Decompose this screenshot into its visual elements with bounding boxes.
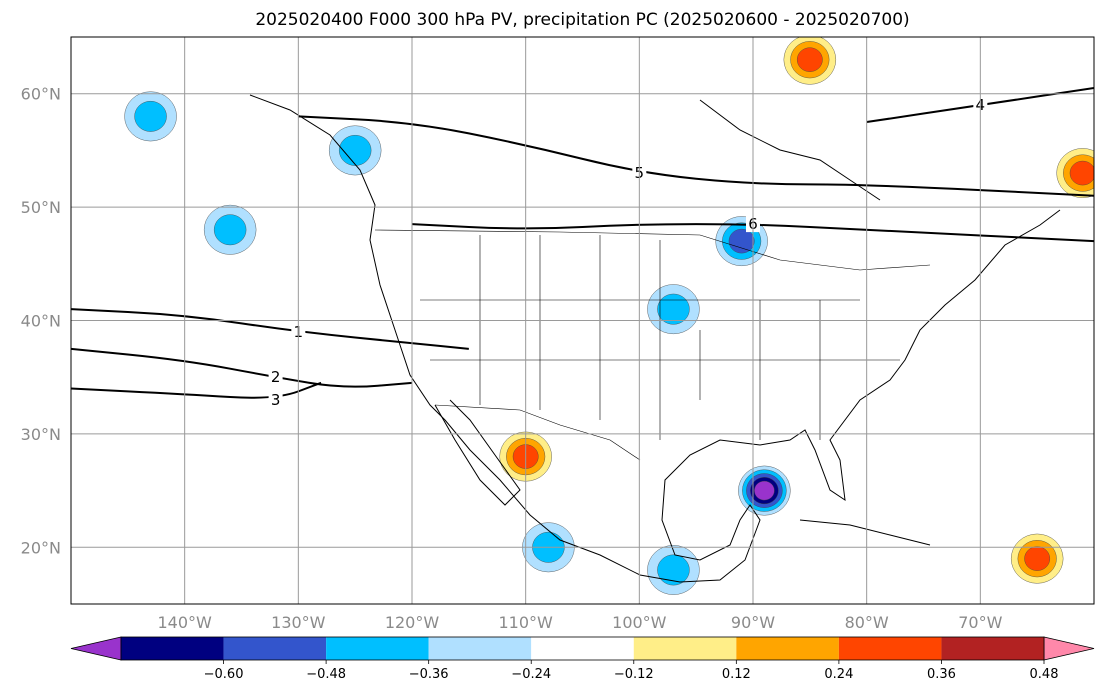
precip-blob [754,480,775,501]
pv-contour-label: 3 [271,391,281,409]
colorbar-tick-label: −0.24 [511,667,551,682]
precip-blob [1069,160,1094,186]
precip-blob [657,554,690,586]
pv-label-bg [268,367,283,386]
lon-tick-label: 80°W [845,613,889,632]
colorbar-segment [633,637,737,660]
precip-blob [796,47,823,72]
graticule-layer [71,37,1094,604]
longitude-labels: 140°W 130°W 120°W 110°W 100°W 90°W 80°W 70°W [157,613,1002,632]
map-title: 2025020400 F000 300 hPa PV, precipitatio… [255,10,910,30]
colorbar-frame [120,636,1045,661]
precip-blob [728,228,755,254]
lat-tick-label: 60°N [21,85,61,104]
lat-tick-label: 40°N [21,312,61,331]
latitude-labels: 60°N 50°N 40°N 30°N 20°N [21,85,61,558]
pv-contour [866,87,1094,124]
colorbar-tick-label: −0.12 [614,667,654,682]
lon-tick-label: 90°W [731,613,775,632]
colorbar-segment [736,637,839,660]
colorbar-tick-label: −0.36 [409,667,449,682]
precip-blob [338,134,372,166]
plot-frame [70,36,1095,605]
lat-tick-label: 30°N [21,425,61,444]
pv-contour [298,115,1094,197]
colorbar-tick-label: 0.36 [927,667,956,682]
colorbar-segment [941,637,1044,660]
colorbar-segment [531,637,634,660]
pv-contour [71,347,413,388]
lat-tick-label: 20°N [21,538,61,557]
lon-tick-label: 110°W [498,613,553,632]
precipitation-shading-layer [124,37,1094,595]
colorbar-segment [428,637,532,660]
colorbar-extend-high [1043,636,1095,661]
lon-tick-label: 120°W [385,613,440,632]
colorbar-tick-label: 0.12 [722,667,751,682]
precip-blob [213,214,247,246]
colorbar-segment [223,637,327,660]
colorbar-tick-label: −0.60 [204,667,244,682]
colorbar: −0.60 −0.48 −0.36 −0.24 −0.12 0.12 0.24 0.36 0.4… [70,636,1095,682]
pv-contour-label: 2 [271,368,281,386]
precip-blob [657,293,690,325]
colorbar-tick-label: 0.48 [1030,667,1059,682]
lon-tick-label: 100°W [612,613,667,632]
pv-label-bg [268,389,283,408]
colorbar-segment [326,637,429,660]
colorbar-segment [121,637,224,660]
lon-tick-label: 140°W [157,613,212,632]
lon-tick-label: 130°W [271,613,326,632]
lat-tick-label: 50°N [21,198,61,217]
colorbar-extend-low [70,636,122,661]
coastline-layer [249,94,1061,583]
lon-tick-label: 70°W [958,613,1002,632]
pv-contour [411,223,1094,243]
pv-contour [71,308,469,350]
colorbar-tick-label: 0.24 [824,667,853,682]
precip-blob [134,100,167,132]
colorbar-segment [838,637,942,660]
colorbar-tick-label: −0.48 [306,667,346,682]
political-border-layer [374,229,931,461]
precip-blob [1024,546,1051,571]
